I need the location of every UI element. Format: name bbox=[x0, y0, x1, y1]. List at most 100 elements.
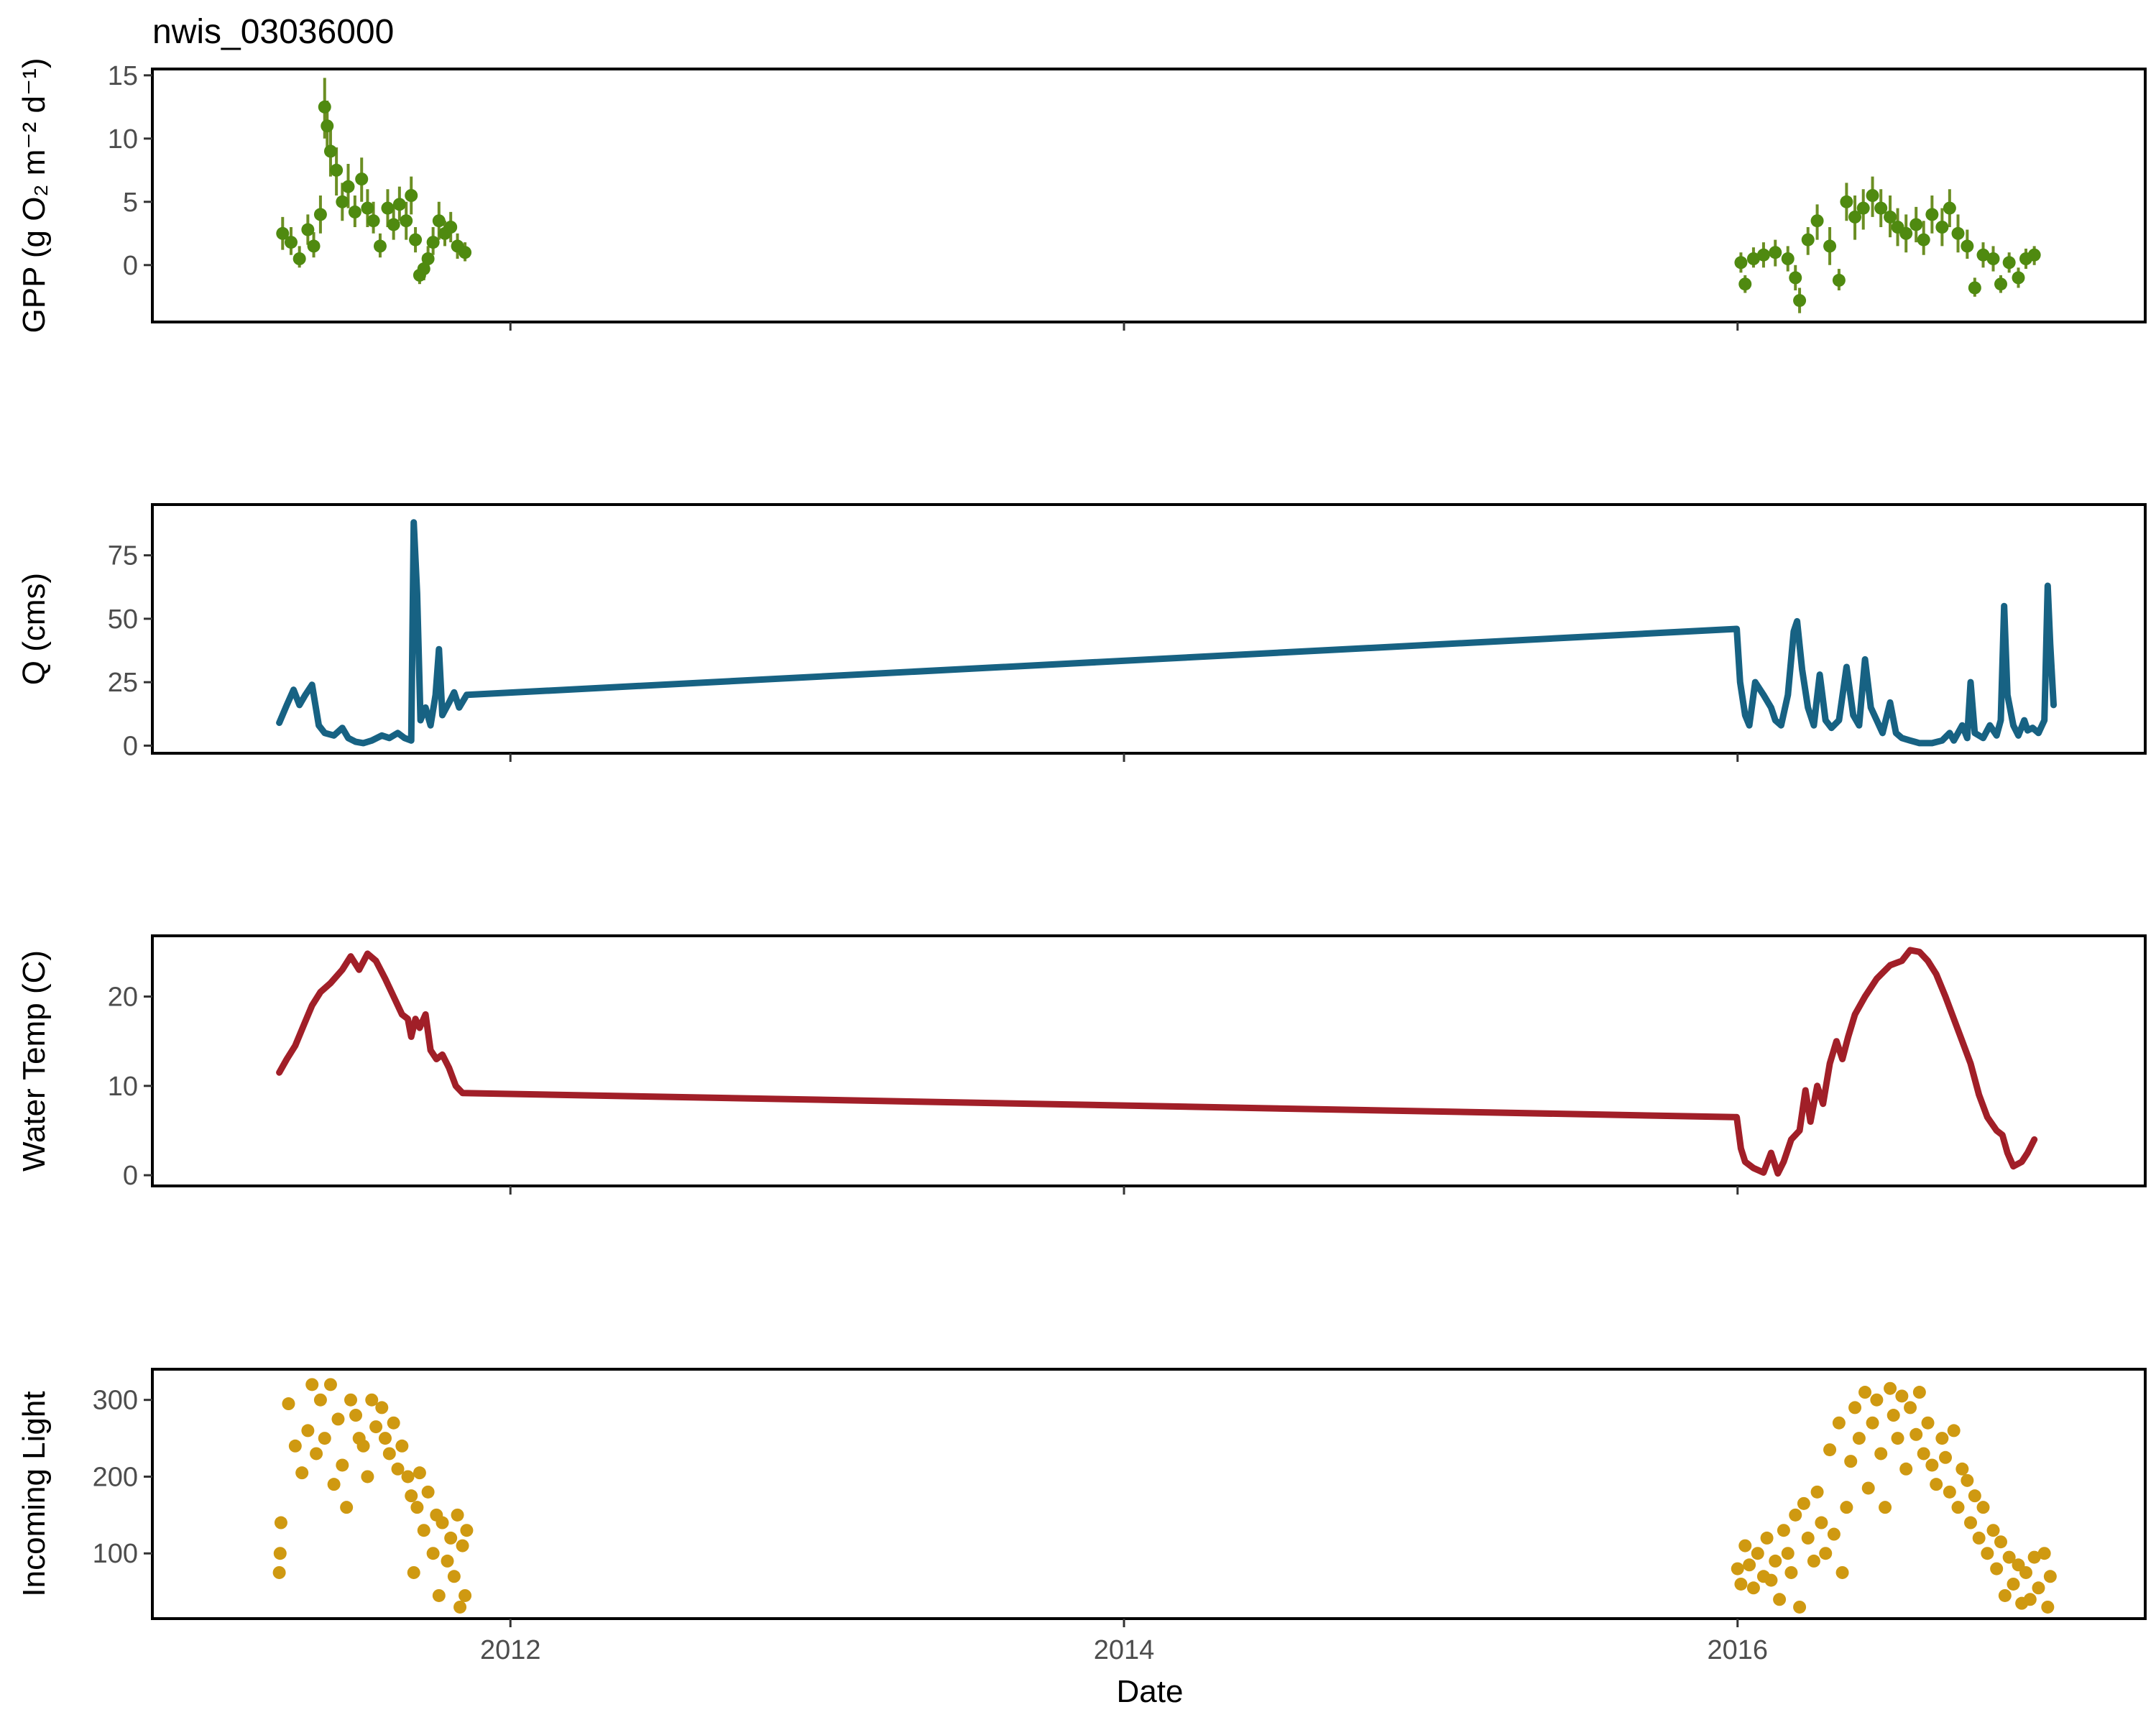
light-point bbox=[336, 1458, 349, 1472]
light-point bbox=[1801, 1531, 1815, 1545]
light-point bbox=[1972, 1531, 1986, 1545]
gpp-point bbox=[421, 252, 435, 265]
light-point bbox=[2023, 1593, 2037, 1606]
temp-y-axis: 0 10 20 bbox=[108, 983, 152, 1191]
gpp-point bbox=[1848, 210, 1862, 224]
gpp-point bbox=[323, 144, 337, 158]
light-point bbox=[405, 1489, 418, 1503]
light-point bbox=[1832, 1416, 1846, 1430]
light-point bbox=[1827, 1527, 1841, 1541]
light-point bbox=[382, 1447, 396, 1460]
gpp-point bbox=[1769, 246, 1782, 259]
light-x-ticks: 2012 2014 2016 bbox=[480, 1619, 1768, 1665]
light-point bbox=[327, 1478, 341, 1491]
light-point bbox=[1912, 1386, 1926, 1399]
light-point bbox=[451, 1508, 464, 1522]
gpp-y-axis-title: GPP (g O₂ m⁻² d⁻¹) bbox=[17, 58, 52, 334]
gpp-point bbox=[2002, 256, 2016, 270]
gpp-y-tick-label: 5 bbox=[123, 188, 138, 218]
light-y-tick-label: 100 bbox=[93, 1539, 138, 1569]
light-point bbox=[365, 1393, 379, 1407]
gpp-point bbox=[426, 236, 440, 249]
light-point bbox=[1784, 1565, 1798, 1579]
discharge-y-axis: 0 25 50 75 bbox=[108, 541, 152, 761]
gpp-point bbox=[1899, 226, 1913, 240]
light-y-tick-label: 200 bbox=[93, 1462, 138, 1492]
gpp-panel-frame bbox=[151, 68, 2147, 323]
light-point bbox=[344, 1393, 358, 1407]
light-point bbox=[1840, 1501, 1853, 1514]
discharge-x-ticks bbox=[509, 753, 1739, 762]
gpp-point bbox=[276, 226, 290, 240]
gpp-point bbox=[1961, 239, 1974, 253]
gpp-point bbox=[1823, 239, 1837, 253]
light-point bbox=[1986, 1524, 2000, 1537]
gpp-point bbox=[292, 252, 306, 265]
light-point bbox=[369, 1420, 383, 1434]
discharge-y-tick-label: 50 bbox=[108, 604, 138, 635]
gpp-point bbox=[1976, 248, 1990, 262]
gpp-point bbox=[336, 195, 349, 208]
light-point bbox=[356, 1439, 370, 1453]
discharge-marks bbox=[276, 519, 2057, 747]
light-point bbox=[1994, 1535, 2008, 1549]
light-point bbox=[401, 1470, 415, 1484]
gpp-point bbox=[330, 163, 344, 177]
gpp-point bbox=[1935, 221, 1949, 234]
light-point bbox=[1764, 1573, 1778, 1587]
light-point bbox=[1738, 1539, 1752, 1552]
light-point bbox=[1773, 1593, 1787, 1606]
gpp-point bbox=[307, 239, 321, 253]
discharge-y-axis-title: Q (cms) bbox=[17, 573, 52, 685]
discharge-y-tick-label: 25 bbox=[108, 668, 138, 698]
discharge-y-tick-label: 0 bbox=[123, 731, 138, 761]
light-point bbox=[1751, 1547, 1764, 1560]
gpp-point bbox=[321, 119, 334, 133]
gpp-point bbox=[2012, 271, 2025, 285]
light-point bbox=[1925, 1458, 1939, 1472]
gpp-point bbox=[1832, 273, 1846, 287]
light-point bbox=[1760, 1531, 1774, 1545]
temp-y-tick-label: 10 bbox=[108, 1072, 138, 1102]
light-point bbox=[407, 1565, 420, 1579]
gpp-y-tick-label: 0 bbox=[123, 251, 138, 281]
gpp-point bbox=[1874, 201, 1888, 215]
light-point bbox=[2032, 1581, 2045, 1595]
gpp-y-tick-label: 15 bbox=[108, 61, 138, 91]
light-point bbox=[1891, 1432, 1904, 1445]
light-point bbox=[444, 1531, 458, 1545]
light-point bbox=[1861, 1481, 1875, 1495]
gpp-point bbox=[318, 100, 331, 114]
light-point bbox=[460, 1524, 474, 1537]
light-point bbox=[318, 1432, 331, 1445]
light-point bbox=[1789, 1508, 1802, 1522]
light-point bbox=[313, 1393, 327, 1407]
gpp-point bbox=[417, 262, 430, 276]
gpp-y-tick-label: 10 bbox=[108, 124, 138, 155]
light-point bbox=[1884, 1381, 1897, 1395]
light-point bbox=[1968, 1489, 1981, 1503]
gpp-point bbox=[405, 189, 418, 202]
light-point bbox=[273, 1547, 287, 1560]
gpp-point bbox=[1884, 210, 1897, 224]
light-point bbox=[1781, 1547, 1795, 1560]
light-point bbox=[441, 1554, 454, 1568]
gpp-point bbox=[313, 208, 327, 221]
temp-x-ticks bbox=[509, 1186, 1739, 1195]
light-point bbox=[1976, 1501, 1990, 1514]
temp-marks bbox=[276, 947, 2038, 1177]
gpp-point bbox=[341, 180, 355, 193]
gpp-point bbox=[1909, 218, 1923, 231]
temp-y-axis-title: Water Temp (C) bbox=[17, 950, 52, 1172]
light-point bbox=[2041, 1600, 2055, 1614]
gpp-point bbox=[1756, 248, 1770, 262]
gpp-point bbox=[387, 218, 400, 231]
light-point bbox=[1998, 1588, 2012, 1602]
gpp-point bbox=[1986, 252, 2000, 265]
light-point bbox=[305, 1378, 319, 1392]
light-point bbox=[1734, 1577, 1748, 1591]
light-panel-frame bbox=[151, 1368, 2147, 1620]
gpp-point bbox=[367, 214, 380, 228]
light-point bbox=[375, 1401, 389, 1414]
